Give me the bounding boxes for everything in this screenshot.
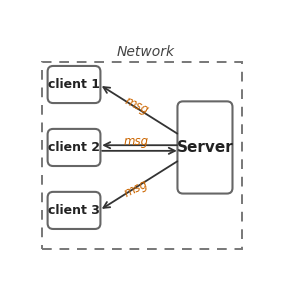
Text: msg: msg bbox=[122, 95, 151, 117]
Text: client 3: client 3 bbox=[48, 204, 100, 217]
FancyBboxPatch shape bbox=[48, 192, 101, 229]
Text: client 1: client 1 bbox=[48, 78, 100, 91]
Text: Network: Network bbox=[116, 45, 175, 59]
Text: client 2: client 2 bbox=[48, 141, 100, 154]
Text: Server: Server bbox=[177, 140, 233, 155]
FancyBboxPatch shape bbox=[178, 101, 233, 194]
FancyBboxPatch shape bbox=[48, 66, 101, 103]
Text: msg: msg bbox=[122, 178, 150, 200]
Text: msg: msg bbox=[123, 135, 148, 148]
FancyBboxPatch shape bbox=[48, 129, 101, 166]
